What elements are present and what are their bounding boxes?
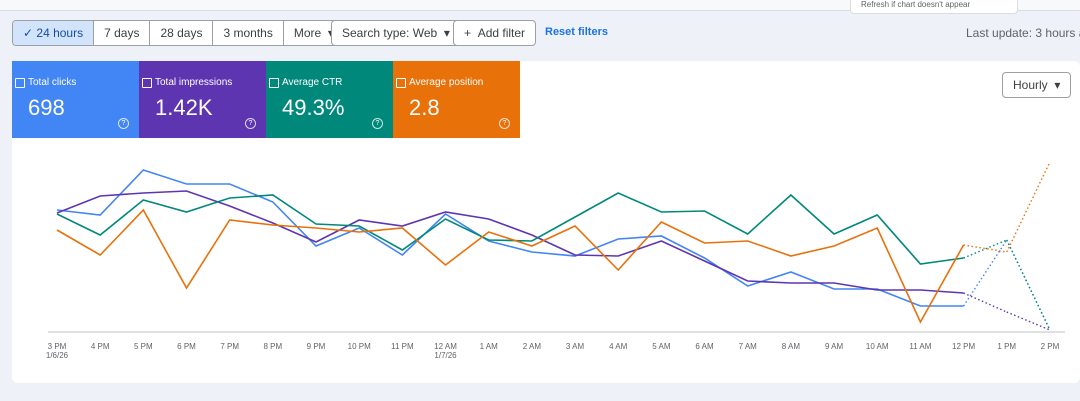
- x-tick-label: 3 PM: [48, 342, 67, 351]
- projected-segment: [1006, 311, 1051, 331]
- metric-card[interactable]: Total clicks 698?: [12, 61, 139, 138]
- metric-value: 2.8: [409, 95, 440, 120]
- metric-card[interactable]: Total impressions 1.42K?: [139, 61, 266, 138]
- metric-label: Average position: [396, 77, 483, 88]
- projected-segment: [1006, 239, 1051, 331]
- x-tick-label: 3 AM: [566, 342, 585, 351]
- add-filter[interactable]: + Add filter: [453, 20, 537, 46]
- help-icon: ?: [245, 118, 256, 129]
- caret: ▾: [437, 26, 450, 40]
- checkbox: [15, 78, 25, 88]
- x-tick-label: 11 PM: [391, 342, 414, 351]
- checkbox: [142, 78, 152, 88]
- range-button[interactable]: ✓ 24 hours: [13, 21, 95, 45]
- projected-segment: [962, 239, 1008, 307]
- x-tick-label: 5 AM: [652, 342, 671, 351]
- series-line: [56, 208, 965, 324]
- metric-label: Total clicks: [15, 77, 76, 88]
- granularity-label: Hourly: [1013, 78, 1048, 92]
- x-tick-label: 11 AM: [909, 342, 931, 351]
- x-tick-label: 5 PM: [134, 342, 153, 351]
- plus: +: [464, 26, 478, 40]
- range-label: 24 hours: [36, 26, 84, 40]
- tooltip: Refresh if chart doesn't appear: [850, 0, 1018, 14]
- caret: ▾: [1047, 78, 1061, 92]
- metric-card[interactable]: Average position 2.8?: [393, 61, 520, 138]
- metric-card[interactable]: Average CTR 49.3%?: [266, 61, 393, 138]
- range-button[interactable]: 7 days: [94, 21, 151, 45]
- range-button[interactable]: 3 months: [213, 21, 284, 45]
- x-tick-label: 8 AM: [782, 342, 801, 351]
- x-tick-label: 6 PM: [177, 342, 196, 351]
- metric-label: Total impressions: [142, 77, 232, 88]
- metric-value: 698: [28, 95, 65, 120]
- x-tick-label: 6 AM: [695, 342, 714, 351]
- x-tick-label: 12 AM: [434, 342, 457, 351]
- check: ✓: [23, 26, 37, 40]
- help-icon: ?: [499, 118, 510, 129]
- projected-segment: [1006, 161, 1051, 253]
- metric-value: 1.42K: [155, 95, 213, 120]
- x-tick-label: 10 PM: [348, 342, 371, 351]
- series-line: [56, 169, 964, 307]
- reset-filters[interactable]: Reset filters: [545, 26, 608, 38]
- x-tick-label: 2 AM: [523, 342, 542, 351]
- x-tick-label: 2 PM: [1041, 342, 1060, 351]
- top-bar: [0, 0, 1080, 11]
- x-date-label: 1/7/26: [434, 351, 457, 360]
- x-tick-label: 1 AM: [480, 342, 499, 351]
- x-tick-label: 7 AM: [739, 342, 758, 351]
- help-icon: ?: [118, 118, 129, 129]
- granularity[interactable]: Hourly ▾: [1002, 72, 1072, 98]
- x-tick-label: 10 AM: [866, 342, 889, 351]
- series-line: [56, 190, 964, 294]
- series-line: [56, 192, 964, 265]
- help-icon: ?: [372, 118, 383, 129]
- x-tick-label: 4 AM: [609, 342, 628, 351]
- projected-segment: [963, 239, 1008, 259]
- add-filter-label: Add filter: [477, 26, 526, 40]
- caret: ▾: [321, 26, 334, 40]
- metric-label: Average CTR: [269, 77, 342, 88]
- x-date-label: 1/6/26: [46, 351, 69, 360]
- x-tick-label: 9 PM: [307, 342, 326, 351]
- range-label: More: [293, 26, 322, 40]
- x-tick-label: 9 AM: [825, 342, 844, 351]
- checkbox: [269, 78, 279, 88]
- checkbox: [396, 78, 406, 88]
- x-tick-label: 8 PM: [264, 342, 283, 351]
- x-tick-label: 1 PM: [997, 342, 1016, 351]
- last-update: Last update: 3 hours ago: [966, 26, 1080, 40]
- x-tick-label: 4 PM: [91, 342, 110, 351]
- x-tick-label: 7 PM: [220, 342, 239, 351]
- range-button[interactable]: 28 days: [150, 21, 214, 45]
- search-type[interactable]: Search type: Web ▾: [331, 20, 461, 46]
- range-group: ✓ 24 hours 7 days 28 days 3 months More …: [12, 20, 345, 46]
- x-tick-label: 12 PM: [952, 342, 975, 351]
- projected-segment: [963, 244, 1007, 253]
- metric-value: 49.3%: [282, 95, 345, 120]
- search-type-label: Search type: Web: [342, 26, 438, 40]
